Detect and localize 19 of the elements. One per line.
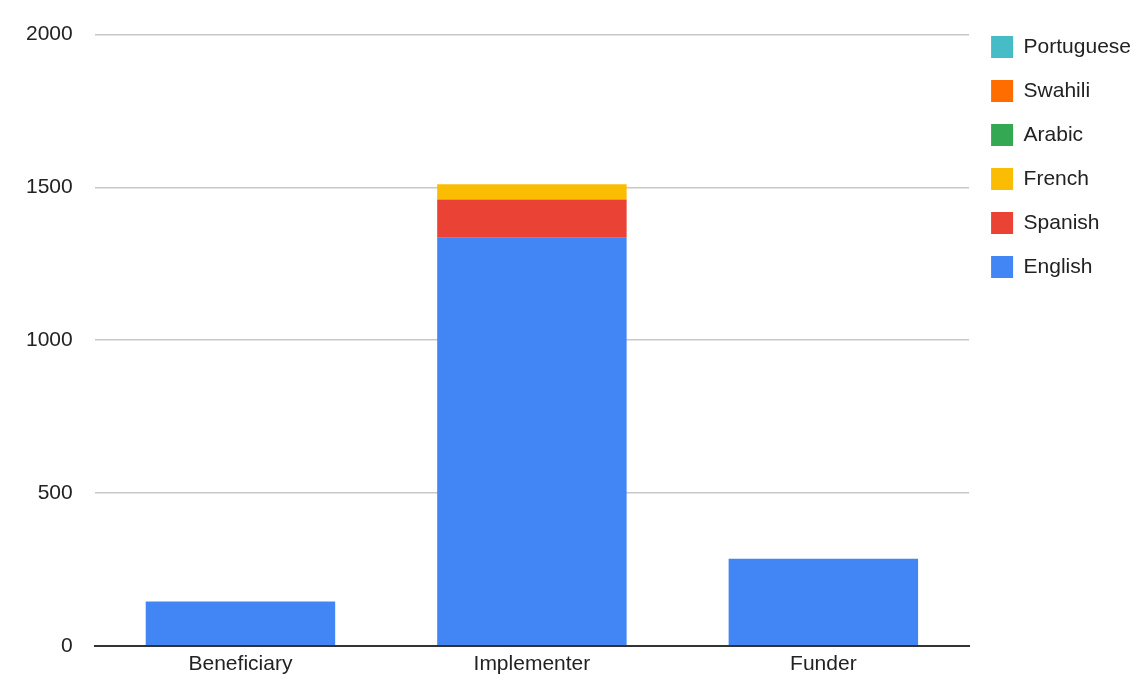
y-tick-label: 500 (37, 479, 73, 503)
y-tick-label: 1500 (26, 174, 73, 198)
bar (437, 184, 627, 200)
y-tick-label: 1000 (26, 327, 73, 350)
x-tick-label: Beneficiary (188, 651, 293, 675)
legend-label: Swahili (1023, 77, 1091, 101)
legend-label: French (1023, 165, 1089, 189)
legend-label: Portuguese (1023, 33, 1132, 57)
y-tick-label: 2000 (26, 21, 73, 45)
bar (437, 199, 627, 238)
legend-label: Arabic (1023, 121, 1084, 145)
x-tick-label: Funder (790, 651, 857, 675)
bar (728, 558, 919, 646)
bar (145, 601, 336, 646)
bar (437, 237, 627, 646)
y-tick-label: 0 (61, 632, 73, 656)
legend-label: English (1023, 253, 1093, 277)
legend-label: Spanish (1023, 209, 1100, 233)
x-tick-label: Implementer (473, 651, 591, 675)
